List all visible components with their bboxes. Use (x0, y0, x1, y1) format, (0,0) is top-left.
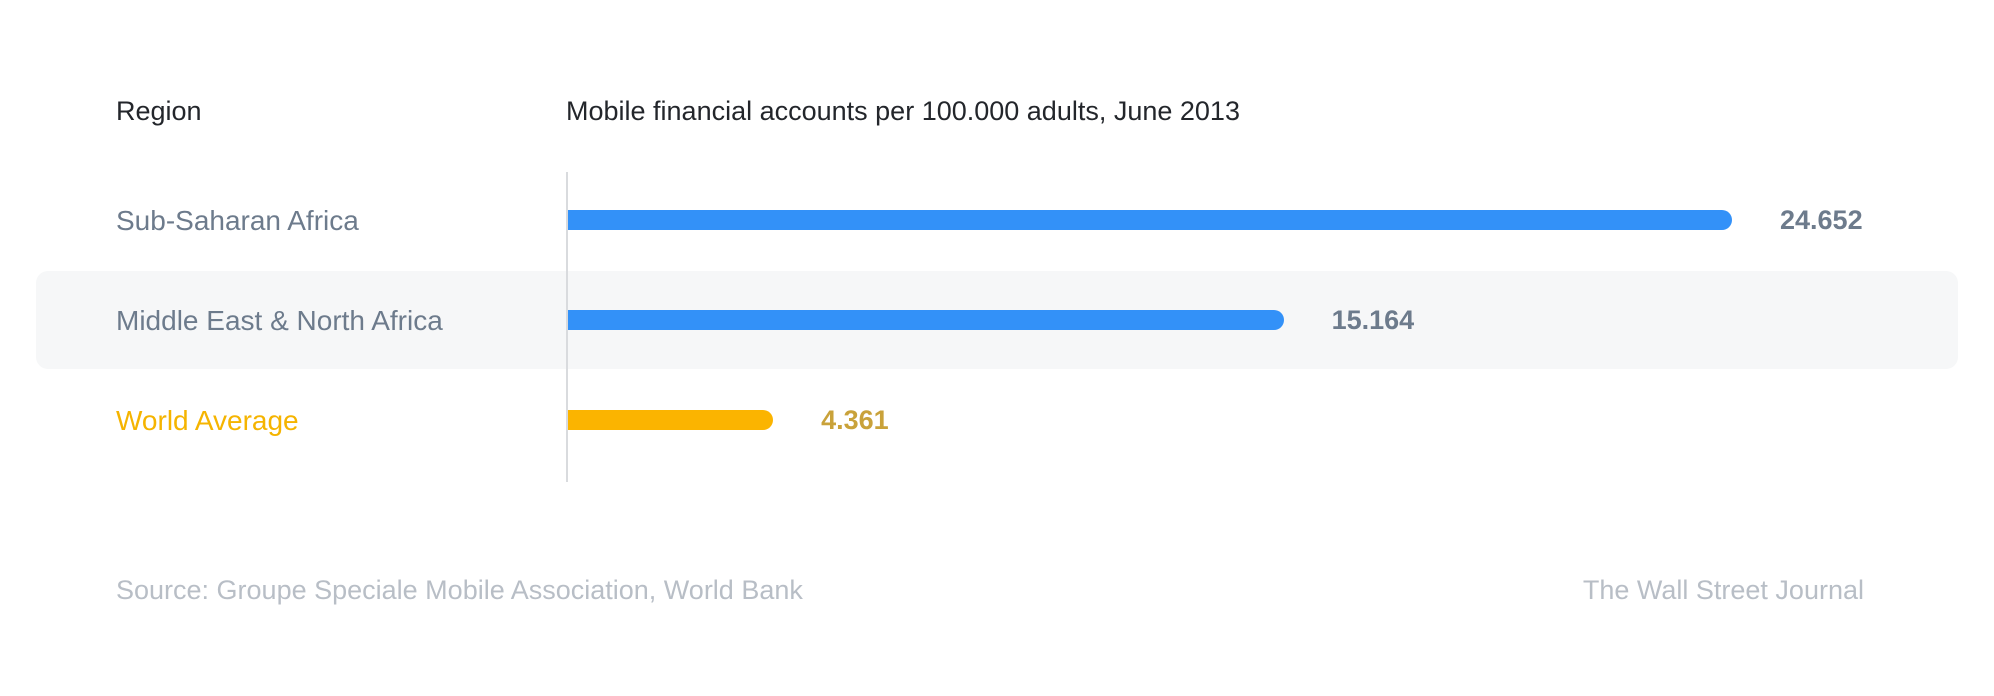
value-label: 24.652 (1780, 205, 1863, 235)
value-label: 4.361 (821, 405, 889, 435)
region-column-header: Region (116, 96, 202, 126)
category-label: Middle East & North Africa (116, 305, 443, 336)
category-label: Sub-Saharan Africa (116, 205, 359, 236)
category-label: World Average (116, 405, 299, 436)
source-note: Source: Groupe Speciale Mobile Associati… (116, 575, 803, 605)
bar (567, 310, 1284, 330)
chart-row: World Average 4.361 (36, 371, 1958, 469)
metric-column-header: Mobile financial accounts per 100.000 ad… (566, 96, 1240, 126)
chart-row: Middle East & North Africa 15.164 (36, 271, 1958, 369)
bar-baseline (566, 172, 568, 482)
publisher-credit: The Wall Street Journal (1582, 575, 1864, 605)
bar (567, 210, 1732, 230)
value-label: 15.164 (1331, 305, 1415, 335)
chart-row: Sub-Saharan Africa 24.652 (36, 171, 1958, 269)
bar (567, 410, 774, 430)
